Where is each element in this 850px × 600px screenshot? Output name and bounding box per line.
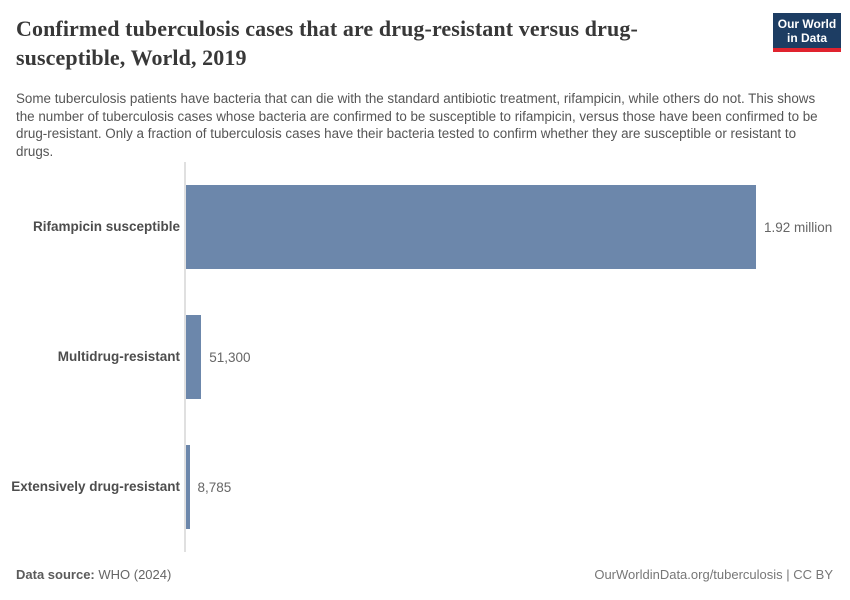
owid-logo-line2: in Data bbox=[786, 30, 827, 45]
bar[interactable] bbox=[186, 185, 756, 269]
attribution-link[interactable]: OurWorldinData.org/tuberculosis | CC BY bbox=[594, 567, 833, 582]
bar-row: Multidrug-resistant 51,300 bbox=[0, 292, 850, 422]
category-label: Extensively drug-resistant bbox=[11, 479, 180, 494]
chart-subtitle: Some tuberculosis patients have bacteria… bbox=[16, 91, 818, 159]
chart-title: Confirmed tuberculosis cases that are dr… bbox=[16, 16, 638, 70]
owid-logo[interactable]: Our World in Data bbox=[773, 13, 841, 52]
value-label: 8,785 bbox=[197, 479, 232, 495]
data-source-label: Data source: bbox=[16, 567, 95, 582]
data-source-value: WHO (2024) bbox=[94, 567, 172, 582]
value-label: 51,300 bbox=[209, 349, 251, 365]
bar[interactable] bbox=[186, 315, 202, 399]
category-label: Multidrug-resistant bbox=[57, 349, 180, 364]
owid-logo-line1: Our World bbox=[777, 16, 837, 31]
value-label: 1.92 million bbox=[764, 219, 833, 235]
data-source: Data source: WHO (2024) bbox=[16, 567, 171, 582]
bar[interactable] bbox=[186, 445, 190, 529]
bar-chart: Rifampicin susceptible 1.92 million Mult… bbox=[0, 162, 850, 552]
bar-row: Extensively drug-resistant 8,785 bbox=[0, 422, 850, 552]
category-label: Rifampicin susceptible bbox=[32, 219, 180, 234]
y-axis-line bbox=[184, 162, 186, 552]
chart-footer: Data source: WHO (2024) OurWorldinData.o… bbox=[16, 567, 833, 582]
bar-row: Rifampicin susceptible 1.92 million bbox=[0, 162, 850, 292]
